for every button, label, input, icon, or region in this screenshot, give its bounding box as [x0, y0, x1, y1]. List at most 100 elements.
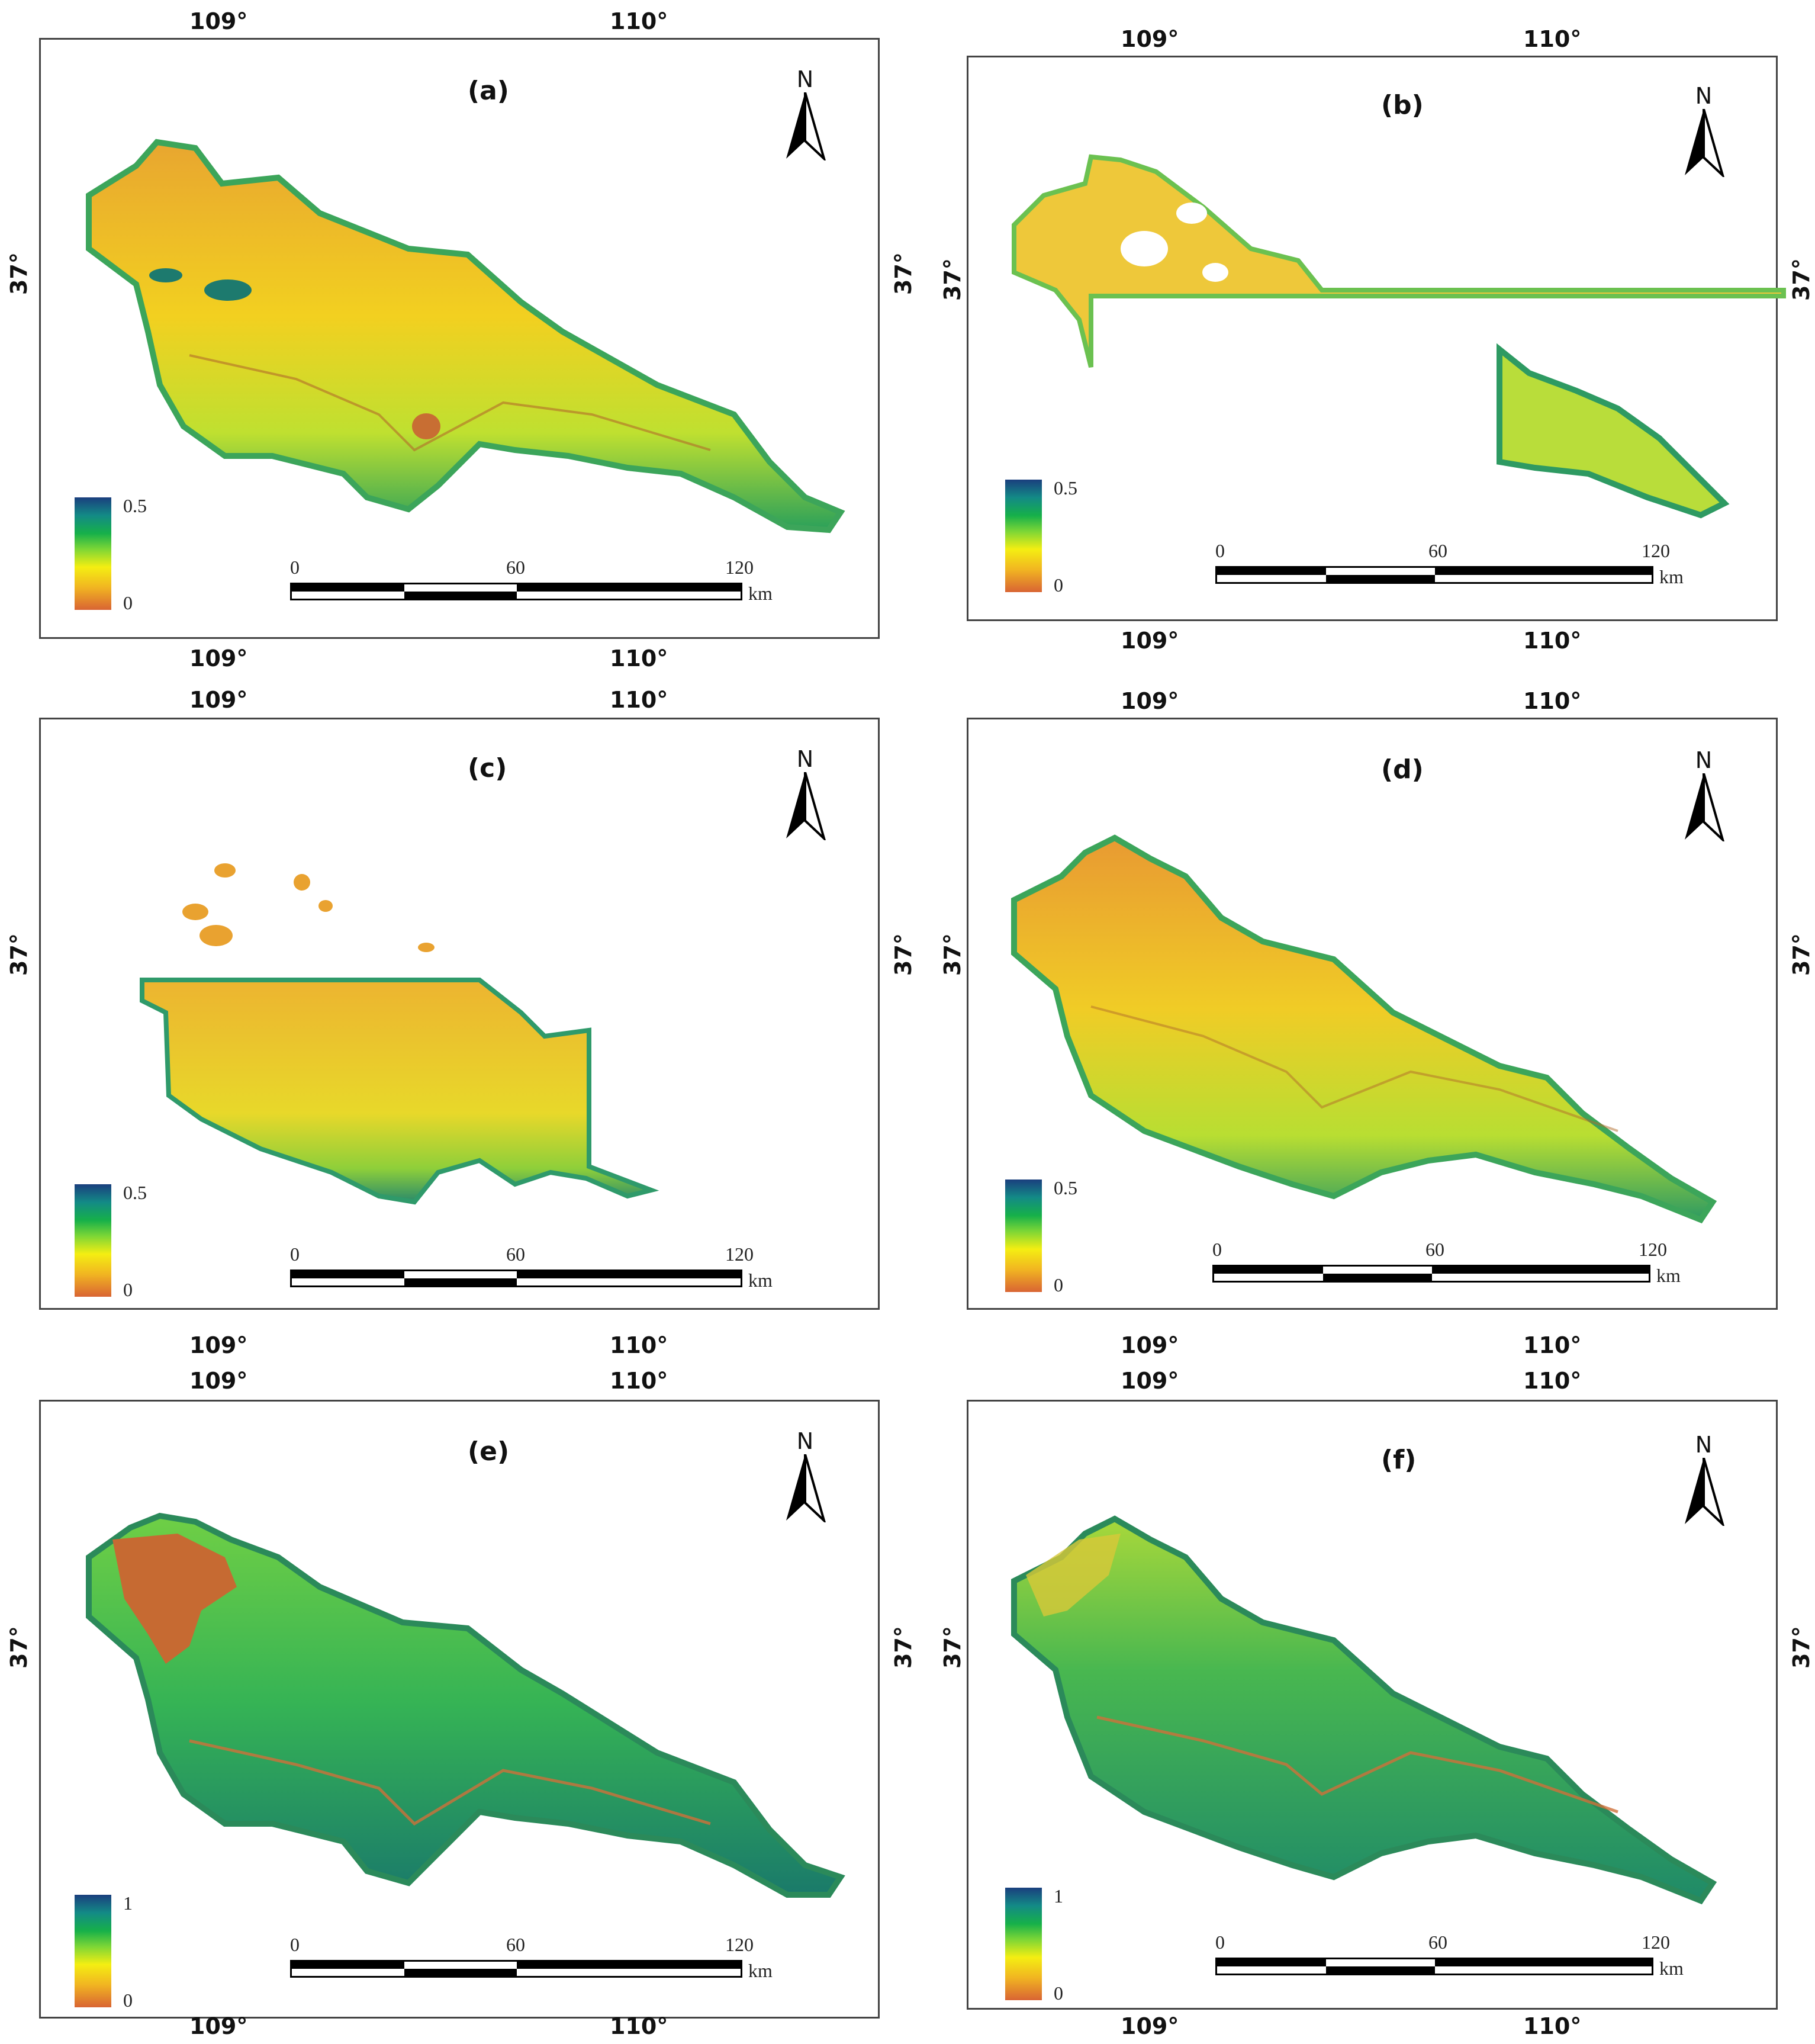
legend-max: 1 — [1054, 1885, 1063, 1907]
legend-min: 0 — [123, 592, 133, 613]
scale-60: 60 — [1428, 540, 1447, 561]
legend-min: 0 — [1054, 574, 1063, 596]
north-arrow: N — [778, 746, 832, 841]
legend-ramp — [1005, 480, 1042, 592]
legend-max: 1 — [123, 1892, 133, 1914]
lon-bottom-110: 110° — [610, 2013, 668, 2039]
panel-b: 109° 110° 37° 37° 109° 110° (b) N 0.5 0 … — [908, 0, 1815, 663]
legend-ramp — [1005, 1180, 1042, 1292]
legend-min: 0 — [1054, 1274, 1063, 1296]
legend-ramp — [75, 1184, 111, 1297]
north-label: N — [796, 1428, 814, 1454]
north-arrow: N — [1677, 747, 1730, 842]
north-label: N — [796, 66, 814, 92]
scale-0: 0 — [290, 1934, 300, 1955]
north-label: N — [1695, 747, 1713, 773]
scale-bar: 0 60 120 km — [1215, 540, 1724, 593]
panel-f: 109° 110° 37° 37° 109° 110° (f) N 1 0 0 … — [908, 1362, 1815, 2044]
lon-bottom-109: 109° — [189, 1332, 248, 1358]
legend-max: 0.5 — [1054, 477, 1077, 499]
lon-top-109: 109° — [1121, 1368, 1179, 1394]
lon-bottom-109: 109° — [1121, 628, 1179, 654]
lon-top-110: 110° — [1523, 26, 1582, 52]
legend-min: 0 — [123, 1279, 133, 1300]
panel-e: 109° 110° 37° 37° 109° 110° (e) N 1 0 0 … — [0, 1362, 916, 2044]
legend-min: 0 — [123, 1990, 133, 2011]
lon-top-109: 109° — [189, 1368, 248, 1394]
scale-0: 0 — [1212, 1239, 1222, 1260]
raster-map — [1012, 154, 1786, 519]
lon-top-109: 109° — [189, 8, 248, 34]
lon-top-109: 109° — [1121, 26, 1179, 52]
lon-top-110: 110° — [610, 1368, 668, 1394]
scale-0: 0 — [1215, 540, 1225, 561]
scale-120: 120 — [1639, 1239, 1667, 1260]
raster-map — [1011, 834, 1717, 1224]
legend-max: 0.5 — [123, 1182, 147, 1203]
lon-top-110: 110° — [610, 687, 668, 713]
scale-60: 60 — [506, 1934, 525, 1955]
panel-c: 109° 110° 37° 37° 109° 110° (c) N 0.5 0 … — [0, 681, 916, 1358]
scale-120: 120 — [725, 1934, 754, 1955]
scale-unit: km — [748, 583, 773, 604]
scale-0: 0 — [1215, 1931, 1225, 1953]
scale-unit: km — [748, 1960, 773, 1981]
scale-0: 0 — [290, 1243, 300, 1265]
lon-bottom-109: 109° — [1121, 1332, 1179, 1358]
scale-bar: 0 60 120 km — [1212, 1239, 1721, 1292]
legend-ramp — [75, 1895, 111, 2007]
panel-title: (d) — [1381, 754, 1424, 785]
scale-60: 60 — [1428, 1931, 1447, 1953]
panel-title: (b) — [1381, 90, 1424, 120]
scale-bar: 0 60 120 km — [290, 557, 799, 610]
scale-unit: km — [1659, 1958, 1684, 1979]
lon-top-109: 109° — [189, 687, 248, 713]
map-frame — [967, 56, 1778, 621]
color-legend: 0.5 0 — [75, 495, 157, 613]
lon-top-110: 110° — [1523, 1368, 1582, 1394]
panel-a: 109° 110° 37° 37° 109° 110° (a) N 0.5 0 … — [0, 0, 916, 671]
lon-top-110: 110° — [610, 8, 668, 34]
north-label: N — [796, 746, 814, 772]
north-arrow-icon — [1685, 1458, 1724, 1526]
scale-120: 120 — [1642, 1931, 1670, 1953]
legend-min: 0 — [1054, 1982, 1063, 2004]
north-arrow: N — [778, 1428, 832, 1523]
lon-bottom-109: 109° — [189, 645, 248, 671]
scale-0: 0 — [290, 557, 300, 578]
lon-bottom-110: 110° — [610, 645, 668, 671]
scale-60: 60 — [506, 557, 525, 578]
panel-title: (e) — [468, 1436, 510, 1467]
panel-title: (a) — [468, 76, 509, 106]
north-arrow-icon — [1685, 109, 1724, 177]
raster-map — [140, 863, 659, 1205]
north-arrow-icon — [1685, 773, 1724, 841]
panel-title: (c) — [468, 753, 507, 783]
lon-bottom-110: 110° — [1523, 2013, 1582, 2039]
lon-bottom-109: 109° — [1121, 2013, 1179, 2039]
legend-ramp — [75, 497, 111, 610]
color-legend: 0.5 0 — [1005, 477, 1088, 596]
scale-bar: 0 60 120 km — [290, 1934, 799, 1987]
north-arrow-icon — [786, 1454, 826, 1522]
scale-unit: km — [748, 1270, 773, 1291]
legend-max: 0.5 — [1054, 1177, 1077, 1198]
scale-120: 120 — [725, 557, 754, 578]
scale-60: 60 — [506, 1243, 525, 1265]
lon-top-109: 109° — [1121, 688, 1179, 714]
scale-bar: 0 60 120 km — [1215, 1931, 1724, 1985]
lon-bottom-110: 110° — [1523, 628, 1582, 654]
color-legend: 1 0 — [1005, 1885, 1088, 2004]
scale-120: 120 — [725, 1243, 754, 1265]
lon-bottom-110: 110° — [1523, 1332, 1582, 1358]
raster-map — [86, 139, 845, 534]
scale-bar: 0 60 120 km — [290, 1243, 799, 1297]
north-arrow-icon — [786, 92, 826, 160]
scale-unit: km — [1656, 1265, 1681, 1286]
color-legend: 0.5 0 — [75, 1182, 157, 1300]
north-arrow-icon — [786, 772, 826, 840]
lon-top-110: 110° — [1523, 688, 1582, 714]
raster-map — [1011, 1515, 1717, 1905]
scale-60: 60 — [1425, 1239, 1444, 1260]
color-legend: 1 0 — [75, 1892, 157, 2011]
